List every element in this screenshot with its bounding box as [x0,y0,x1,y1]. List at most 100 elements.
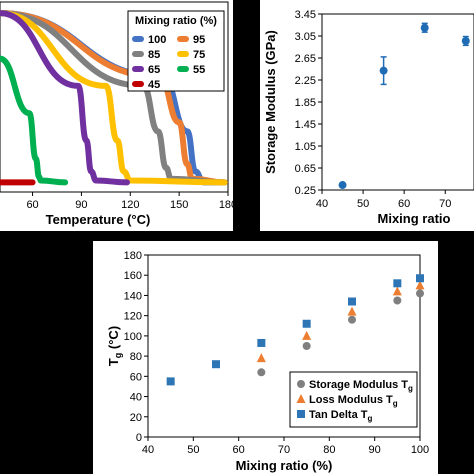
tg-y-tick-label: 140 [124,290,142,302]
temperature-curves [0,10,228,186]
legend-label-55: 55 [193,64,205,76]
storage-modulus-y-tick-label: 1.45 [295,119,316,131]
panel-storage-modulus-plot-area [321,13,474,191]
tg-x-axis-title: Mixing ratio (%) [236,458,333,473]
tg-y-tick-label: 180 [124,250,142,262]
tg-point-square [257,338,266,347]
tg-legend-marker-triangle [296,394,306,403]
storage-modulus-y-tick-label: 0.25 [295,185,316,197]
tg-x-tick-label: 90 [369,444,381,456]
storage-modulus-y-tick-label: 2.65 [295,53,316,65]
tg-point-triangle [347,306,357,316]
legend-label-75: 75 [193,49,205,61]
storage-modulus-y-tick-label: 3.45 [295,9,316,21]
mixing-ratio-legend-title: Mixing ratio (%) [135,15,217,27]
tg-y-tick-label: 0 [136,432,142,444]
tg-legend-label-main: Storage Modulus T [309,379,408,391]
tg-x-tick-label: 80 [323,444,335,456]
tg-y-tick-label: 60 [130,371,142,383]
tg-point-circle [393,296,402,305]
tg-y-axis-title-unit: (°C) [106,326,121,353]
tg-y-tick-label: 100 [124,331,142,343]
temperature-x-tick-label: 90 [75,199,87,211]
tg-legend-marker-circle [297,380,305,388]
tg-point-circle [348,315,356,324]
tg-point-triangle [392,286,402,296]
tg-legend-label-main: Loss Modulus T [309,394,393,406]
legend-swatch-45 [132,81,144,87]
tg-y-tick-label: 40 [130,392,142,404]
tg-y-tick-label: 160 [124,270,142,282]
tg-y-axis-title-sub: g [113,353,123,359]
tg-legend-label-sub: g [367,414,372,423]
tg-legend-label-sub: g [408,384,413,393]
storage-modulus-ticks: 0.25 0.65 1.05 1.45 1.85 2.25 2.65 3.05 3.45 40 50… [295,9,452,210]
tg-x-tick-label: 40 [142,444,154,456]
tg-legend-marker-square [297,410,305,418]
tg-point-triangle [256,353,266,363]
storage-modulus-y-tick-label: 3.05 [295,31,316,43]
mixing-ratio-legend-box [127,10,225,92]
legend-swatch-95 [177,36,189,42]
temperature-x-tick-label: 180 [219,199,237,211]
curve-mixing-55 [0,55,69,186]
tg-legend-label: Tan Delta Tg [309,409,372,423]
tg-x-tick-label: 50 [187,444,199,456]
tg-point-triangle [302,330,312,340]
tg-legend-label: Loss Modulus Tg [309,394,398,408]
storage-modulus-x-tick-label: 40 [316,198,328,210]
legend-swatch-65 [132,66,144,72]
legend-swatch-85 [132,51,144,57]
legend-label-95: 95 [193,34,205,46]
legend-label-45: 45 [148,79,160,91]
temperature-x-tick-label: 60 [26,199,38,211]
curve-mixing-75 [0,10,228,186]
tg-points [166,274,425,386]
storage-modulus-point [420,23,429,32]
tg-legend-label-sub: g [393,399,398,408]
tg-point-square [393,279,402,288]
tg-y-axis-title-main: T [106,358,121,366]
temperature-x-tick-label: 120 [121,199,139,211]
storage-modulus-y-tick-label: 2.25 [295,75,316,87]
tg-ticks: 0 20 40 60 80 100 120 140 160 180 40 50 60 70 80 90 100 [124,250,430,456]
storage-modulus-point [461,36,470,45]
curve-mixing-65 [0,10,131,186]
panel-temperature-sweep: 60 90 120 150 180 Temperature (°C) Mixing ra… [0,0,237,231]
legend-swatch-55 [177,66,189,72]
temperature-x-ticks: 60 90 120 150 180 [26,192,237,211]
tg-point-square [348,297,356,306]
storage-modulus-y-axis-title: Storage Modulus (GPa) [263,30,278,174]
legend-label-85: 85 [148,49,160,61]
temperature-x-tick-label: 150 [170,199,188,211]
tg-x-tick-label: 60 [233,444,245,456]
storage-modulus-x-tick-label: 70 [439,198,451,210]
storage-modulus-x-tick-label: 60 [398,198,410,210]
storage-modulus-y-tick-label: 1.05 [295,141,316,153]
storage-modulus-x-axis-title: Mixing ratio [378,211,451,226]
tg-y-axis-title: Tg (°C) [106,326,123,366]
tg-y-tick-label: 20 [130,412,142,424]
tg-legend-label: Storage Modulus Tg [309,379,413,393]
storage-modulus-x-tick-label: 50 [357,198,369,210]
storage-modulus-point [379,66,388,75]
tg-point-square [416,274,424,283]
storage-modulus-point [338,181,347,190]
tg-point-square [302,319,311,328]
storage-modulus-y-tick-label: 0.65 [295,163,316,175]
legend-swatch-75 [177,51,189,57]
tg-legend-label-main: Tan Delta T [309,409,368,421]
legend-label-100: 100 [148,34,166,46]
tg-point-circle [302,342,311,350]
tg-point-circle [416,289,424,298]
storage-modulus-points [338,22,470,190]
tg-legend-box [289,371,418,428]
temperature-x-axis-title: Temperature (°C) [46,212,151,227]
mixing-ratio-legend: Mixing ratio (%) 100 95 85 75 65 55 45 [127,10,225,92]
tg-x-tick-label: 70 [278,444,290,456]
legend-label-65: 65 [148,64,160,76]
tg-x-tick-label: 100 [411,444,429,456]
